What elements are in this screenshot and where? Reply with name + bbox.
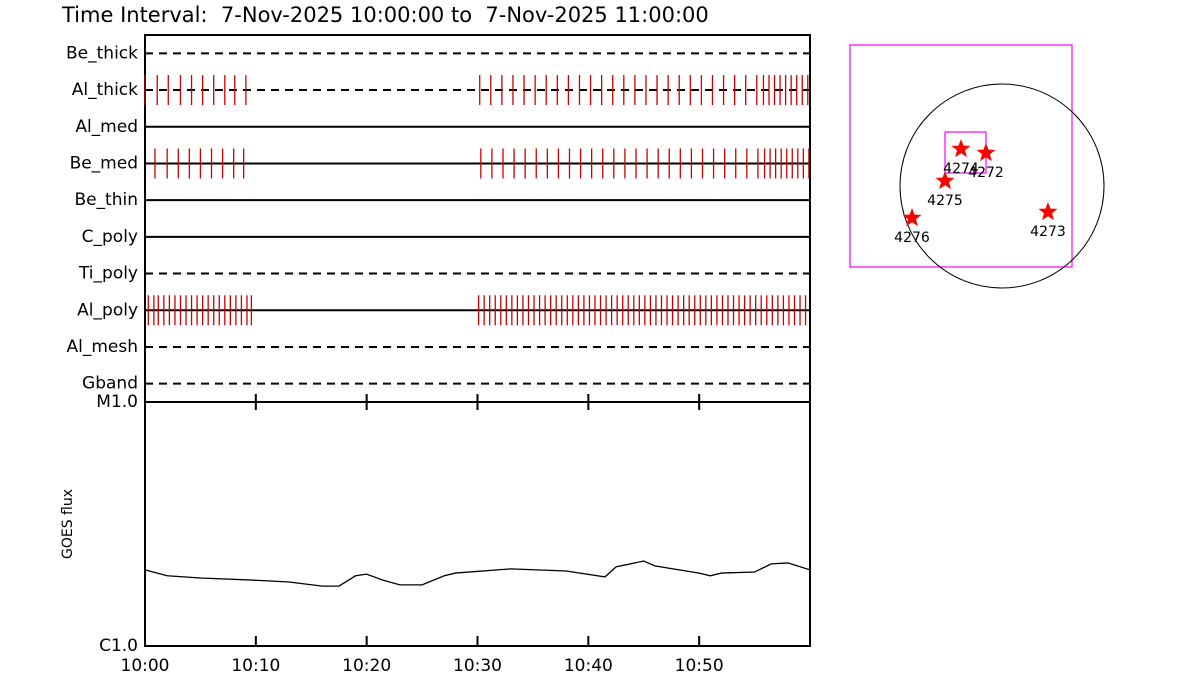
row-label: Al_med [75,117,138,137]
region-star [935,171,955,190]
x-tick-label: 10:50 [675,656,724,676]
y-tick-label: C1.0 [99,636,138,656]
region-label: 4275 [927,193,963,209]
row-label: Gband [82,374,138,394]
region-star [951,139,971,158]
region-label: 4272 [968,165,1004,181]
row-label: Be_med [70,153,138,173]
region-label: 4274 [943,161,979,177]
x-tick-label: 10:20 [342,656,391,676]
page-title: Time Interval: 7-Nov-2025 10:00:00 to 7-… [61,3,709,27]
region-label: 4276 [894,230,930,246]
row-label: Al_thick [72,80,138,100]
row-label: C_poly [82,227,138,247]
row-label: Al_mesh [66,337,138,357]
y-tick-label: M1.0 [96,392,138,412]
y-axis-label: GOES flux [60,489,76,559]
solar-disk [899,83,1105,289]
region-star [902,208,922,227]
row-label: Be_thin [74,190,138,210]
row-label: Ti_poly [78,264,138,284]
x-tick-label: 10:40 [564,656,613,676]
x-tick-label: 10:30 [453,656,502,676]
fov-box [849,44,1073,268]
region-label: 4273 [1030,224,1066,240]
row-label: Be_thick [66,43,138,63]
row-label: Al_poly [77,300,138,320]
goes-frame [144,401,811,647]
x-tick-label: 10:10 [231,656,280,676]
region-star [976,143,996,162]
x-tick-label: 10:00 [121,656,170,676]
region-star [1038,202,1058,221]
goes-curve [144,560,811,587]
